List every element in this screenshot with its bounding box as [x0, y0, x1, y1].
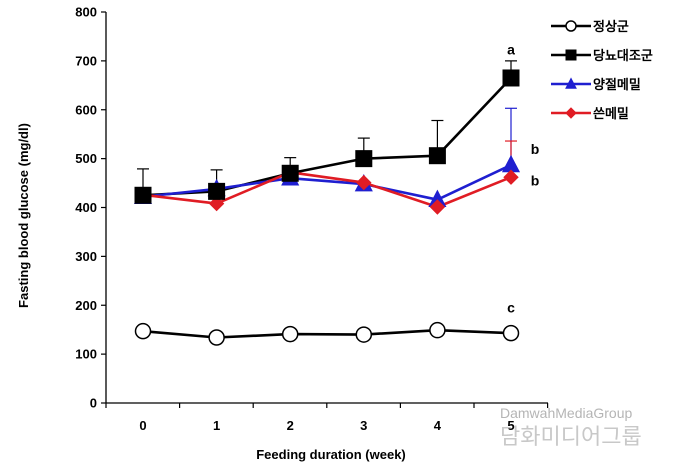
- series-3-point: [429, 199, 446, 215]
- y-tick-label: 0: [90, 396, 97, 411]
- series-0-point: [281, 325, 299, 343]
- y-tick-label: 400: [75, 200, 97, 215]
- x-tick-label: 3: [360, 418, 367, 433]
- y-tick-label: 500: [75, 151, 97, 166]
- watermark-korean: 담화미디어그룹: [500, 425, 642, 450]
- y-tick-label: 800: [75, 5, 97, 20]
- series-1-line: [142, 77, 512, 197]
- series-0-point: [355, 326, 373, 343]
- y-tick-label: 200: [75, 298, 97, 313]
- y-tick-label: 700: [75, 53, 97, 68]
- series-0-point: [208, 329, 225, 346]
- legend-marker: [565, 77, 577, 89]
- series-markers: [133, 69, 521, 346]
- watermark: DamwahMediaGroup 담화미디어그룹: [500, 405, 642, 450]
- x-tick-label: 5: [507, 418, 514, 433]
- series-1-point: [502, 69, 520, 87]
- series-1-point: [281, 164, 299, 182]
- legend-marker: [565, 49, 577, 61]
- series-0-point: [429, 321, 446, 339]
- y-axis-title: Fasting blood glucose (mg/dl): [16, 123, 31, 308]
- series-3-point: [503, 169, 519, 185]
- series-1-point: [355, 150, 373, 168]
- series-2-point: [501, 154, 521, 173]
- axes: 0 100 200 300 400 500 600 700 800 0 1 2 3 4 5 Feeding d…: [16, 5, 549, 462]
- x-tick-label: 4: [434, 418, 442, 433]
- legend-label: 정상군: [593, 19, 629, 35]
- x-tick-label: 1: [213, 418, 220, 433]
- y-tick-label: 600: [75, 102, 97, 117]
- legend-marker: [565, 20, 577, 32]
- legend-label: 당뇨대조군: [593, 48, 653, 64]
- series-3-line: [142, 171, 512, 209]
- annotation-label: a: [507, 42, 515, 58]
- y-tick-label: 300: [75, 249, 97, 264]
- annotation-label: c: [507, 300, 515, 316]
- series-1-point: [428, 147, 446, 165]
- legend-label: 쓴메밀: [593, 107, 629, 122]
- error-bars: [137, 60, 517, 196]
- y-tick-label: 100: [75, 347, 97, 362]
- series-lines: [142, 77, 512, 339]
- annotation-label: b: [531, 173, 540, 189]
- significance-annotations: a bb c: [507, 42, 539, 316]
- series-0-point: [134, 322, 152, 340]
- x-axis-title: Feeding duration (week): [256, 447, 406, 462]
- series-1-point: [134, 186, 152, 204]
- series-2-line: [142, 163, 512, 201]
- series-3-point: [356, 174, 372, 191]
- series-0-point: [502, 324, 520, 342]
- legend-marker: [565, 107, 577, 119]
- legend-label: 양절메밀: [593, 78, 641, 93]
- series-3-point: [208, 195, 225, 212]
- watermark-english: DamwahMediaGroup: [500, 405, 632, 421]
- x-tick-label: 0: [139, 418, 146, 433]
- annotation-label: b: [531, 141, 540, 157]
- x-tick-label: 2: [287, 418, 294, 433]
- series-0-line: [142, 328, 512, 339]
- series-1-point: [208, 182, 226, 200]
